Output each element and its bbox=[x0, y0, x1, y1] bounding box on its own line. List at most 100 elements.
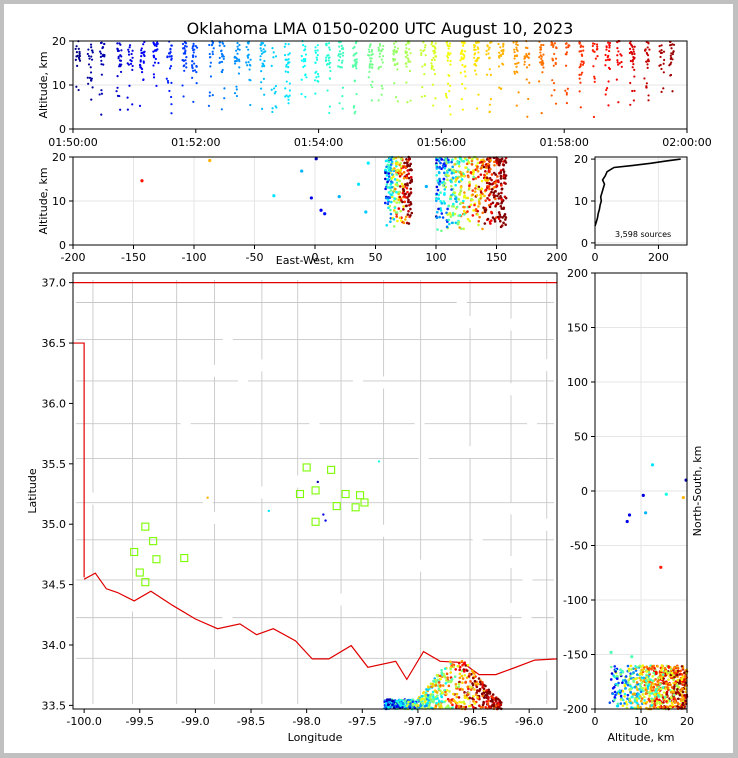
time-height-point bbox=[115, 90, 118, 93]
time-height-point bbox=[116, 94, 120, 97]
time-height-point bbox=[448, 105, 452, 108]
plan-view-source bbox=[452, 699, 456, 702]
plan-view-source bbox=[458, 700, 461, 704]
time-height-point bbox=[139, 66, 142, 69]
east-west-point bbox=[386, 178, 389, 181]
plan-view-source bbox=[431, 698, 434, 701]
time-height-point bbox=[86, 52, 89, 56]
east-west-point bbox=[435, 216, 439, 220]
time-height-point bbox=[446, 82, 450, 85]
time-height-point bbox=[328, 77, 331, 80]
time-height-point bbox=[220, 49, 223, 52]
north-south-point bbox=[679, 706, 682, 709]
time-height-point bbox=[405, 65, 408, 68]
north-south-point bbox=[677, 685, 681, 689]
time-height-point bbox=[565, 53, 568, 56]
plan-view-source bbox=[491, 704, 495, 707]
north-south-point bbox=[656, 705, 660, 709]
east-west-point bbox=[487, 194, 491, 197]
time-height-ytick-label: 10 bbox=[52, 79, 66, 92]
east-west-point bbox=[502, 221, 505, 225]
time-height-point bbox=[615, 78, 618, 81]
north-south-point bbox=[673, 675, 676, 679]
plan-view-source bbox=[488, 692, 492, 695]
time-height-point bbox=[235, 88, 238, 91]
time-height-point bbox=[632, 48, 635, 51]
time-height-point bbox=[449, 63, 452, 66]
time-height-point bbox=[447, 45, 450, 48]
east-west-xtick-label: -50 bbox=[246, 251, 264, 264]
plan-view-source bbox=[389, 705, 392, 709]
source-count: 3,598 sources bbox=[615, 230, 671, 239]
east-west-point bbox=[443, 202, 447, 205]
east-west-point bbox=[408, 164, 411, 168]
east-west-point bbox=[447, 174, 450, 178]
east-west-point bbox=[393, 167, 396, 170]
north-south-point bbox=[676, 705, 679, 708]
time-height-point bbox=[192, 100, 195, 104]
north-south-point bbox=[665, 690, 669, 694]
east-west-point bbox=[383, 201, 387, 205]
east-west-point bbox=[489, 202, 493, 206]
north-south-point bbox=[660, 669, 663, 672]
north-south-point bbox=[635, 681, 639, 684]
east-west-point bbox=[459, 201, 463, 205]
time-height-point bbox=[329, 69, 332, 73]
east-west-point bbox=[393, 197, 396, 200]
time-height-point bbox=[247, 48, 250, 51]
time-height-point bbox=[580, 60, 583, 63]
time-height-point bbox=[378, 55, 381, 58]
time-height-point bbox=[139, 60, 142, 63]
north-south-point bbox=[639, 678, 643, 682]
time-height-point bbox=[502, 43, 505, 46]
north-south-point bbox=[681, 687, 684, 691]
north-south-point bbox=[680, 698, 684, 702]
east-west-point bbox=[398, 170, 401, 174]
north-south-point bbox=[647, 671, 651, 674]
time-height-point bbox=[168, 67, 172, 70]
north-south-point bbox=[625, 703, 629, 706]
time-height-point bbox=[472, 44, 476, 47]
east-west-point bbox=[485, 172, 489, 175]
time-height-point bbox=[485, 53, 488, 56]
plan-view-source bbox=[471, 682, 474, 685]
time-height-point bbox=[381, 54, 385, 58]
north-south-point bbox=[649, 690, 652, 693]
time-height-point bbox=[633, 56, 636, 59]
east-west-point bbox=[386, 166, 390, 170]
plan-view-source bbox=[448, 690, 451, 693]
histogram-xtick-label: 200 bbox=[648, 251, 669, 264]
time-height-point bbox=[272, 87, 276, 90]
east-west-point bbox=[490, 182, 494, 186]
plan-view-source bbox=[482, 700, 485, 704]
time-height-point bbox=[259, 55, 262, 58]
time-height-point bbox=[593, 77, 596, 80]
time-height-xtick-label: 01:58:00 bbox=[539, 136, 588, 149]
time-height-point bbox=[191, 46, 194, 50]
north-south-point bbox=[621, 679, 625, 682]
plan-view-source bbox=[445, 672, 449, 676]
north-south-xlabel: Altitude, km bbox=[607, 731, 674, 744]
time-height-point bbox=[131, 68, 134, 71]
time-height-point bbox=[581, 54, 584, 57]
time-height-point bbox=[209, 61, 212, 64]
time-height-point bbox=[341, 54, 345, 57]
north-south-point bbox=[670, 671, 674, 675]
time-height-point bbox=[75, 50, 78, 54]
plan-view-ytick-label: 35.0 bbox=[42, 518, 67, 531]
plan-view-source bbox=[457, 661, 461, 665]
north-south-point bbox=[611, 686, 615, 690]
north-south-point bbox=[610, 672, 614, 675]
time-height-point bbox=[512, 41, 515, 44]
east-west-point bbox=[392, 209, 396, 212]
north-south-point bbox=[683, 671, 686, 675]
east-west-point bbox=[396, 219, 399, 223]
plan-view-source bbox=[388, 700, 391, 704]
time-height-point bbox=[238, 59, 241, 63]
time-height-point bbox=[288, 52, 291, 55]
time-height-point bbox=[116, 42, 119, 45]
time-height-point bbox=[464, 75, 467, 78]
east-west-point bbox=[435, 163, 438, 167]
time-height-point bbox=[474, 69, 477, 72]
time-height-point bbox=[167, 81, 170, 84]
